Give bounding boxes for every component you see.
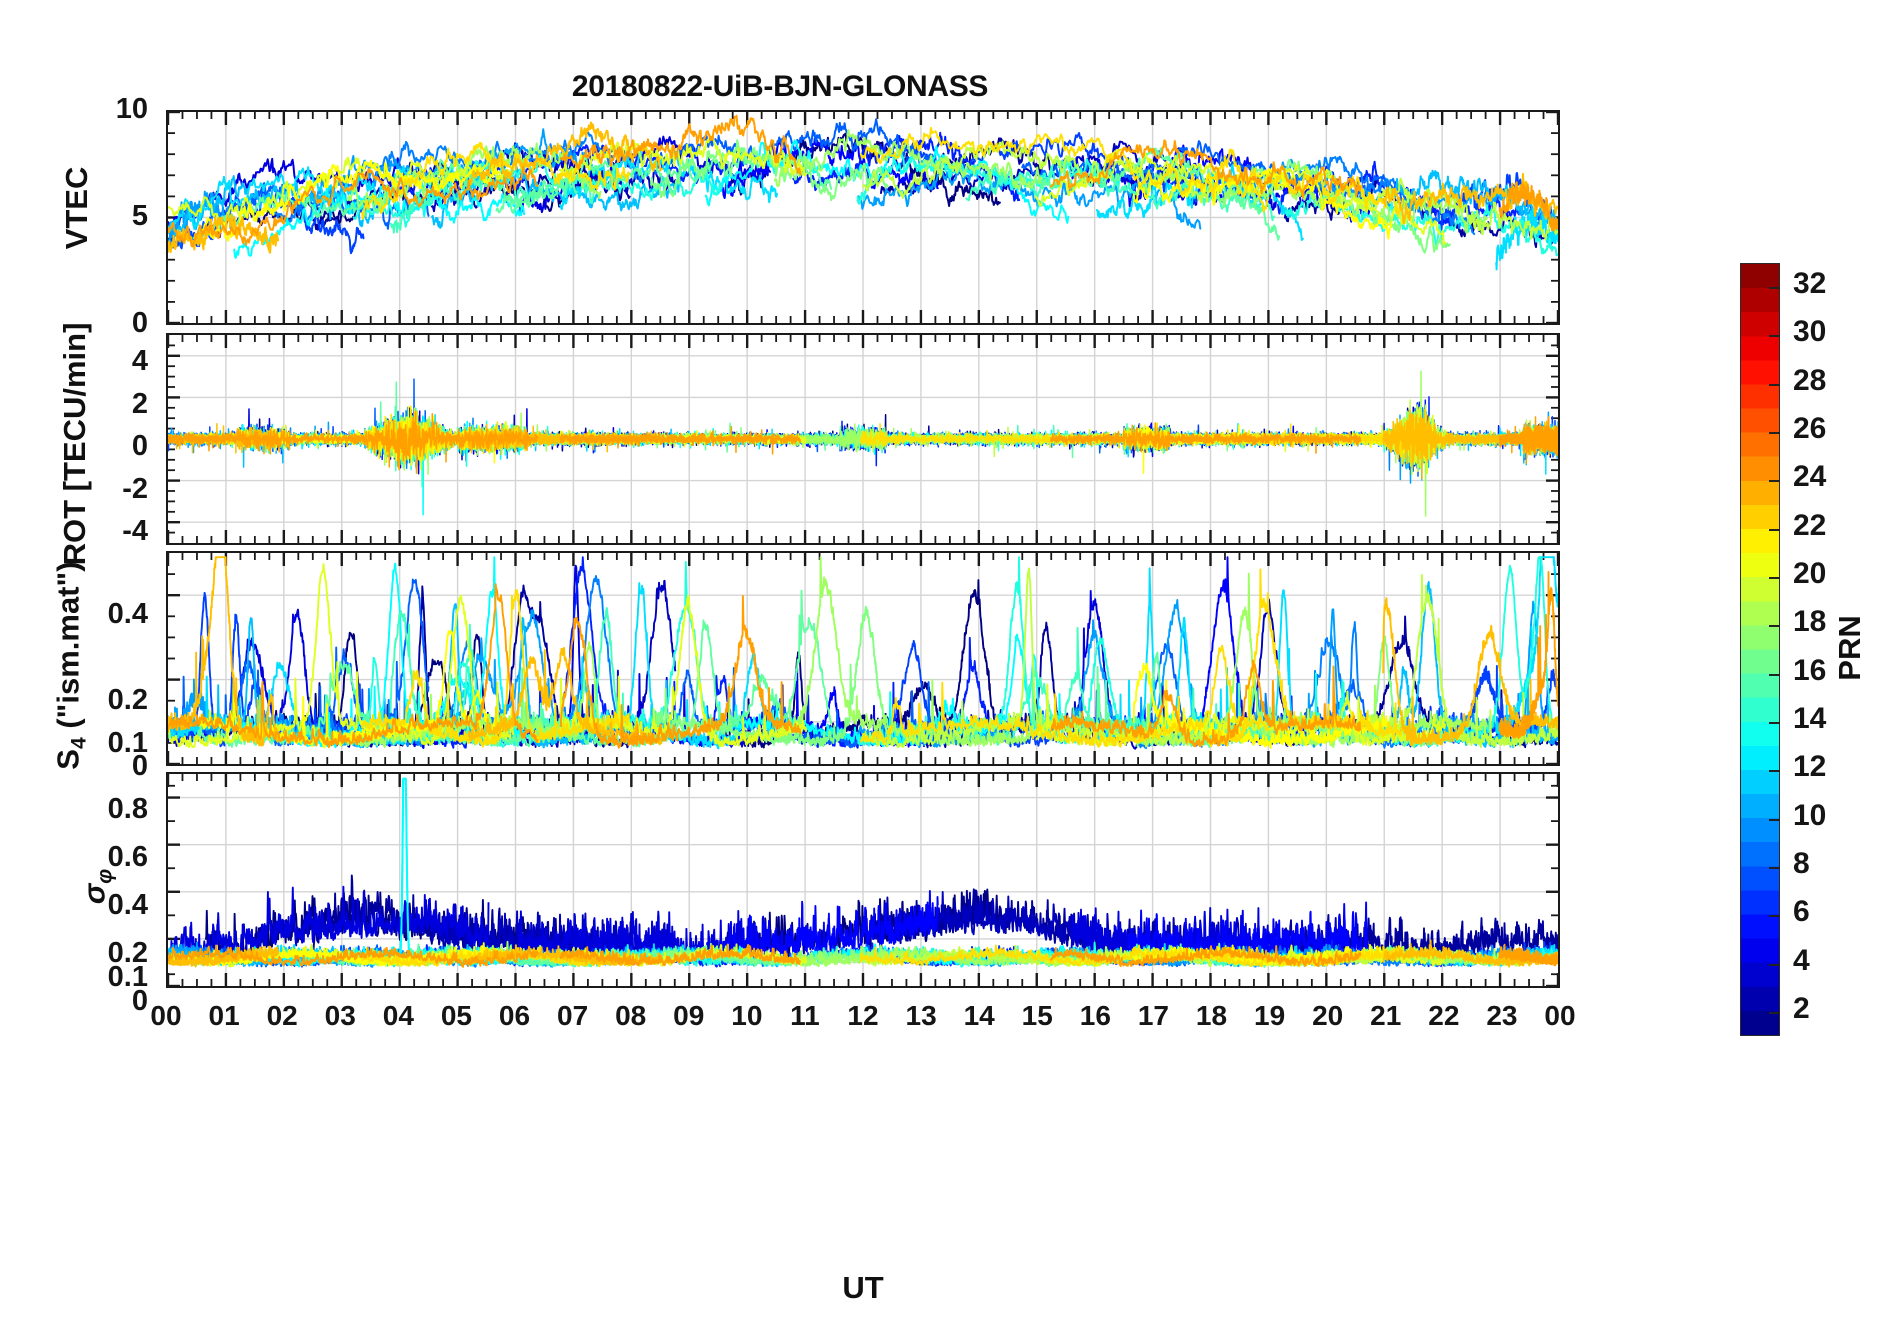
xtick-1: 01 [208, 1000, 240, 1031]
ytick-s4-0: 0 [131, 750, 148, 782]
xtick-12: 12 [847, 1000, 879, 1031]
colorbar-tick-14: 14 [1793, 701, 1827, 735]
xtick-8: 08 [615, 1000, 647, 1031]
ytick-rot-m4: -4 [122, 515, 148, 547]
xtick-17: 17 [1137, 1000, 1169, 1031]
colorbar-tickmark-20 [1769, 577, 1780, 580]
ytick-sp-08: 0.8 [107, 793, 148, 825]
panel-vtec [166, 110, 1560, 325]
axis-label-ut: UT [842, 1270, 884, 1305]
colorbar-tickmark-6 [1769, 915, 1780, 918]
ytick-rot-4: 4 [131, 345, 148, 377]
panel-sigma-phi [166, 772, 1560, 988]
ytick-sp-01: 0.1 [107, 961, 148, 993]
colorbar-tickmark-28 [1769, 383, 1780, 386]
colorbar-tickmark-4 [1769, 963, 1780, 966]
colorbar-tick-24: 24 [1793, 460, 1827, 494]
xtick-9: 09 [673, 1000, 705, 1031]
colorbar-label-prn: PRN [1832, 615, 1867, 681]
colorbar-tick-4: 4 [1793, 943, 1810, 977]
colorbar-tickmark-22 [1769, 528, 1780, 531]
xtick-21: 21 [1370, 1000, 1402, 1031]
colorbar-tick-18: 18 [1793, 605, 1827, 639]
colorbar-tickmark-16 [1769, 673, 1780, 676]
colorbar [1740, 263, 1780, 1036]
colorbar-tick-20: 20 [1793, 557, 1827, 591]
colorbar-tickmark-14 [1769, 721, 1780, 724]
panel-s4 [166, 551, 1560, 766]
xtick-0: 00 [150, 1000, 182, 1031]
colorbar-tickmark-30 [1769, 335, 1780, 338]
colorbar-tick-8: 8 [1793, 846, 1810, 880]
xtick-23: 23 [1486, 1000, 1518, 1031]
ytick-vtec-5: 5 [131, 200, 148, 232]
ytick-vtec-10: 10 [115, 93, 148, 125]
colorbar-tickmark-26 [1769, 432, 1780, 435]
ytick-sp-0: 0 [131, 985, 148, 1017]
xtick-24: 00 [1544, 1000, 1576, 1031]
ytick-sp-06: 0.6 [107, 841, 148, 873]
colorbar-tickmark-2 [1769, 1011, 1780, 1014]
ytick-vtec-0: 0 [131, 307, 148, 339]
colorbar-tickmark-10 [1769, 818, 1780, 821]
colorbar-tickmark-18 [1769, 625, 1780, 628]
ytick-s4-02: 0.2 [107, 684, 148, 716]
colorbar-tick-22: 22 [1793, 508, 1827, 542]
xtick-20: 20 [1312, 1000, 1344, 1031]
colorbar-tick-10: 10 [1793, 798, 1827, 832]
colorbar-tick-2: 2 [1793, 991, 1810, 1025]
xtick-10: 10 [731, 1000, 763, 1031]
xtick-11: 11 [790, 1000, 820, 1031]
colorbar-tick-30: 30 [1793, 315, 1827, 349]
ytick-rot-0: 0 [131, 430, 148, 462]
xtick-22: 22 [1428, 1000, 1460, 1031]
colorbar-tick-28: 28 [1793, 363, 1827, 397]
xtick-4: 04 [382, 1000, 414, 1031]
xtick-13: 13 [905, 1000, 937, 1031]
ytick-rot-2: 2 [131, 388, 148, 420]
colorbar-tick-12: 12 [1793, 750, 1827, 784]
colorbar-tickmark-24 [1769, 480, 1780, 483]
colorbar-tickmark-8 [1769, 866, 1780, 869]
xtick-19: 19 [1254, 1000, 1286, 1031]
colorbar-tick-32: 32 [1793, 267, 1827, 301]
xtick-14: 14 [963, 1000, 995, 1031]
colorbar-tick-6: 6 [1793, 895, 1810, 929]
xtick-15: 15 [1021, 1000, 1053, 1031]
ytick-sp-04: 0.4 [107, 889, 148, 921]
xtick-18: 18 [1195, 1000, 1228, 1031]
xtick-5: 05 [440, 1000, 472, 1031]
panel-rot [166, 333, 1560, 545]
colorbar-tickmark-12 [1769, 770, 1780, 773]
ytick-rot-m2: -2 [122, 473, 148, 505]
xtick-6: 06 [498, 1000, 531, 1031]
figure-title: 20180822-UiB-BJN-GLONASS [571, 70, 989, 103]
xtick-7: 07 [557, 1000, 589, 1031]
colorbar-tick-16: 16 [1793, 653, 1827, 687]
ytick-s4-01: 0.1 [107, 727, 148, 759]
xtick-2: 02 [266, 1000, 298, 1031]
colorbar-tickmark-32 [1769, 287, 1780, 290]
xtick-3: 03 [324, 1000, 356, 1031]
colorbar-tick-26: 26 [1793, 412, 1827, 446]
ytick-s4-04: 0.4 [107, 598, 148, 630]
ytick-sp-02: 0.2 [107, 937, 148, 969]
xtick-16: 16 [1079, 1000, 1111, 1031]
